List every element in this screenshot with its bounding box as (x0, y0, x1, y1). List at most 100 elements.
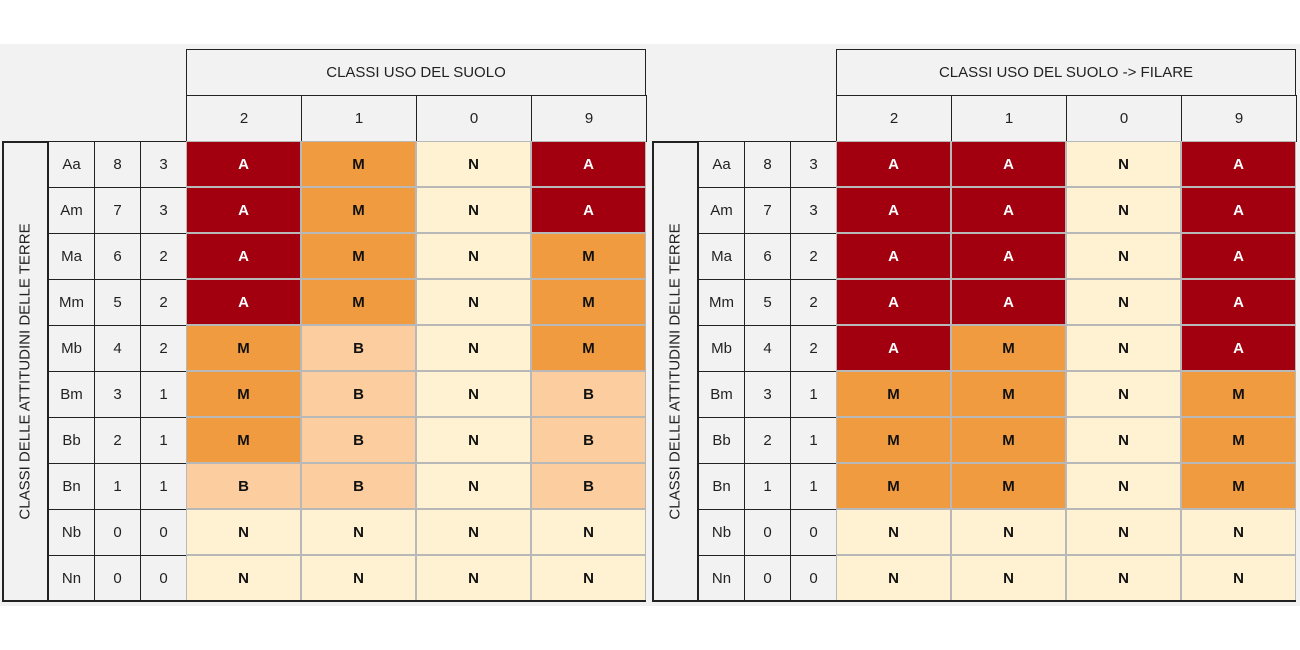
column-header: 2 (836, 95, 952, 142)
class-cell: A (1181, 141, 1296, 187)
row-value-2: 1 (790, 417, 837, 464)
row-value-1: 2 (744, 417, 791, 464)
row-value-1: 0 (744, 555, 791, 602)
class-cell: M (1181, 417, 1296, 463)
class-cell: N (951, 509, 1066, 555)
column-header: 2 (186, 95, 302, 142)
column-header: 0 (1066, 95, 1182, 142)
class-cell: N (1066, 463, 1181, 509)
class-cell: M (951, 463, 1066, 509)
row-value-2: 1 (790, 371, 837, 418)
class-cell: N (1066, 325, 1181, 371)
class-cell: N (1066, 509, 1181, 555)
class-cell: N (1066, 371, 1181, 417)
class-cell: M (951, 325, 1066, 371)
class-cell: N (416, 325, 531, 371)
class-cell: A (186, 141, 301, 187)
row-value-2: 2 (140, 233, 187, 280)
class-cell: N (1066, 279, 1181, 325)
row-value-1: 8 (744, 141, 791, 188)
class-cell: M (301, 233, 416, 279)
class-cell: N (416, 371, 531, 417)
class-cell: A (951, 141, 1066, 187)
row-code: Am (698, 187, 745, 234)
row-code: Mm (48, 279, 95, 326)
class-cell: N (1066, 417, 1181, 463)
class-cell: N (416, 141, 531, 187)
row-value-2: 0 (140, 555, 187, 602)
class-cell: N (531, 509, 646, 555)
table-title: CLASSI USO DEL SUOLO -> FILARE (836, 49, 1296, 96)
class-cell: N (416, 279, 531, 325)
class-cell: A (836, 141, 951, 187)
row-value-1: 3 (744, 371, 791, 418)
class-cell: N (416, 509, 531, 555)
class-cell: N (1066, 141, 1181, 187)
row-code: Mb (698, 325, 745, 372)
class-cell: B (301, 325, 416, 371)
class-cell: N (416, 187, 531, 233)
row-value-1: 6 (94, 233, 141, 280)
row-group-label: CLASSI DELLE ATTITUDINI DELLE TERRE (652, 141, 699, 602)
row-code: Ma (698, 233, 745, 280)
row-code: Bm (48, 371, 95, 418)
row-code: Bn (48, 463, 95, 510)
class-cell: M (301, 187, 416, 233)
class-cell: A (1181, 279, 1296, 325)
row-value-1: 4 (744, 325, 791, 372)
class-cell: N (1066, 555, 1181, 601)
row-code: Bb (698, 417, 745, 464)
row-code: Nb (48, 509, 95, 556)
class-cell: A (951, 279, 1066, 325)
row-value-2: 1 (140, 371, 187, 418)
row-value-2: 0 (140, 509, 187, 556)
class-cell: B (301, 463, 416, 509)
row-value-1: 7 (94, 187, 141, 234)
class-cell: N (836, 509, 951, 555)
row-value-1: 0 (744, 509, 791, 556)
class-cell: N (531, 555, 646, 601)
row-value-2: 2 (790, 325, 837, 372)
class-cell: M (836, 371, 951, 417)
class-cell: N (416, 555, 531, 601)
row-value-2: 0 (790, 509, 837, 556)
row-value-1: 0 (94, 509, 141, 556)
row-value-2: 2 (790, 233, 837, 280)
row-value-2: 3 (140, 141, 187, 188)
row-code: Bm (698, 371, 745, 418)
class-cell: A (951, 187, 1066, 233)
class-cell: A (836, 233, 951, 279)
row-value-1: 0 (94, 555, 141, 602)
class-cell: N (416, 233, 531, 279)
row-value-1: 8 (94, 141, 141, 188)
class-cell: A (531, 141, 646, 187)
class-cell: A (836, 279, 951, 325)
class-cell: N (1181, 555, 1296, 601)
row-group-label: CLASSI DELLE ATTITUDINI DELLE TERRE (2, 141, 49, 602)
class-cell: M (836, 417, 951, 463)
class-cell: M (301, 279, 416, 325)
row-value-2: 2 (790, 279, 837, 326)
row-code: Ma (48, 233, 95, 280)
row-value-1: 7 (744, 187, 791, 234)
row-value-2: 3 (140, 187, 187, 234)
class-cell: N (416, 463, 531, 509)
row-value-2: 0 (790, 555, 837, 602)
row-group-label-text: CLASSI DELLE ATTITUDINI DELLE TERRE (667, 223, 685, 520)
row-value-2: 3 (790, 141, 837, 188)
row-code: Nn (698, 555, 745, 602)
row-value-1: 2 (94, 417, 141, 464)
row-value-1: 1 (744, 463, 791, 510)
row-code: Mb (48, 325, 95, 372)
class-cell: M (836, 463, 951, 509)
class-cell: A (836, 325, 951, 371)
class-cell: A (1181, 233, 1296, 279)
row-value-2: 3 (790, 187, 837, 234)
row-value-2: 1 (140, 463, 187, 510)
class-cell: A (186, 187, 301, 233)
class-cell: N (301, 555, 416, 601)
class-cell: M (186, 371, 301, 417)
class-cell: B (301, 417, 416, 463)
class-cell: A (951, 233, 1066, 279)
class-cell: B (186, 463, 301, 509)
